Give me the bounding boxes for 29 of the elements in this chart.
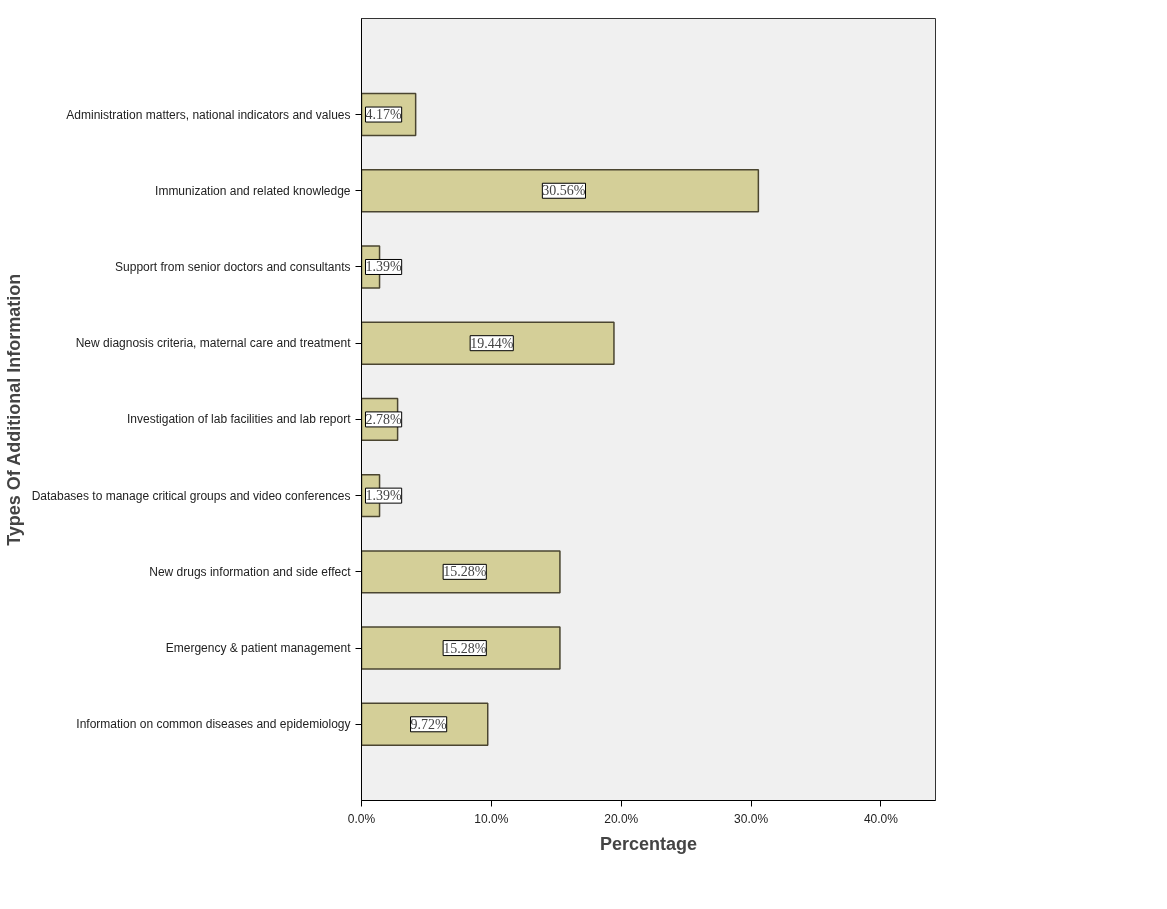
x-tick-label: 0.0% xyxy=(347,811,376,826)
y-tick-label: Information on common diseases and epidemiology xyxy=(76,717,351,732)
bar xyxy=(361,626,561,670)
x-tick-label: 30.0% xyxy=(734,811,769,826)
x-axis-title: Percentage xyxy=(599,833,698,854)
bar xyxy=(361,702,489,746)
data-label: 30.56% xyxy=(542,183,586,199)
x-tick-label: 20.0% xyxy=(604,811,639,826)
bar xyxy=(361,169,760,213)
y-tick-label: Emergency & patient management xyxy=(165,641,352,656)
y-tick-label: New drugs information and side effect xyxy=(149,564,352,579)
y-tick-label: Databases to manage critical groups and video conferences xyxy=(31,488,351,503)
x-tick-label: 40.0% xyxy=(863,811,899,826)
bar xyxy=(361,550,561,594)
data-label: 2.78% xyxy=(365,411,402,427)
x-tick-label: 10.0% xyxy=(474,811,509,826)
y-tick-label: Administration matters, national indicators and values xyxy=(66,107,351,122)
data-label: 9.72% xyxy=(410,716,448,732)
bar xyxy=(361,321,615,365)
y-tick-label: Support from senior doctors and consultants xyxy=(115,259,351,274)
y-tick-label: Investigation of lab facilities and lab report xyxy=(127,412,352,427)
data-label: 1.39% xyxy=(365,259,402,275)
data-label: 15.28% xyxy=(443,564,487,580)
data-label: 19.44% xyxy=(470,335,514,351)
y-axis-title: Types Of Additional Information xyxy=(3,273,24,546)
data-label: 1.39% xyxy=(365,488,402,504)
data-label: 15.28% xyxy=(443,640,487,656)
y-tick-label: Immunization and related knowledge xyxy=(155,183,351,198)
y-tick-label: New diagnosis criteria, maternal care and treatment xyxy=(75,336,352,351)
